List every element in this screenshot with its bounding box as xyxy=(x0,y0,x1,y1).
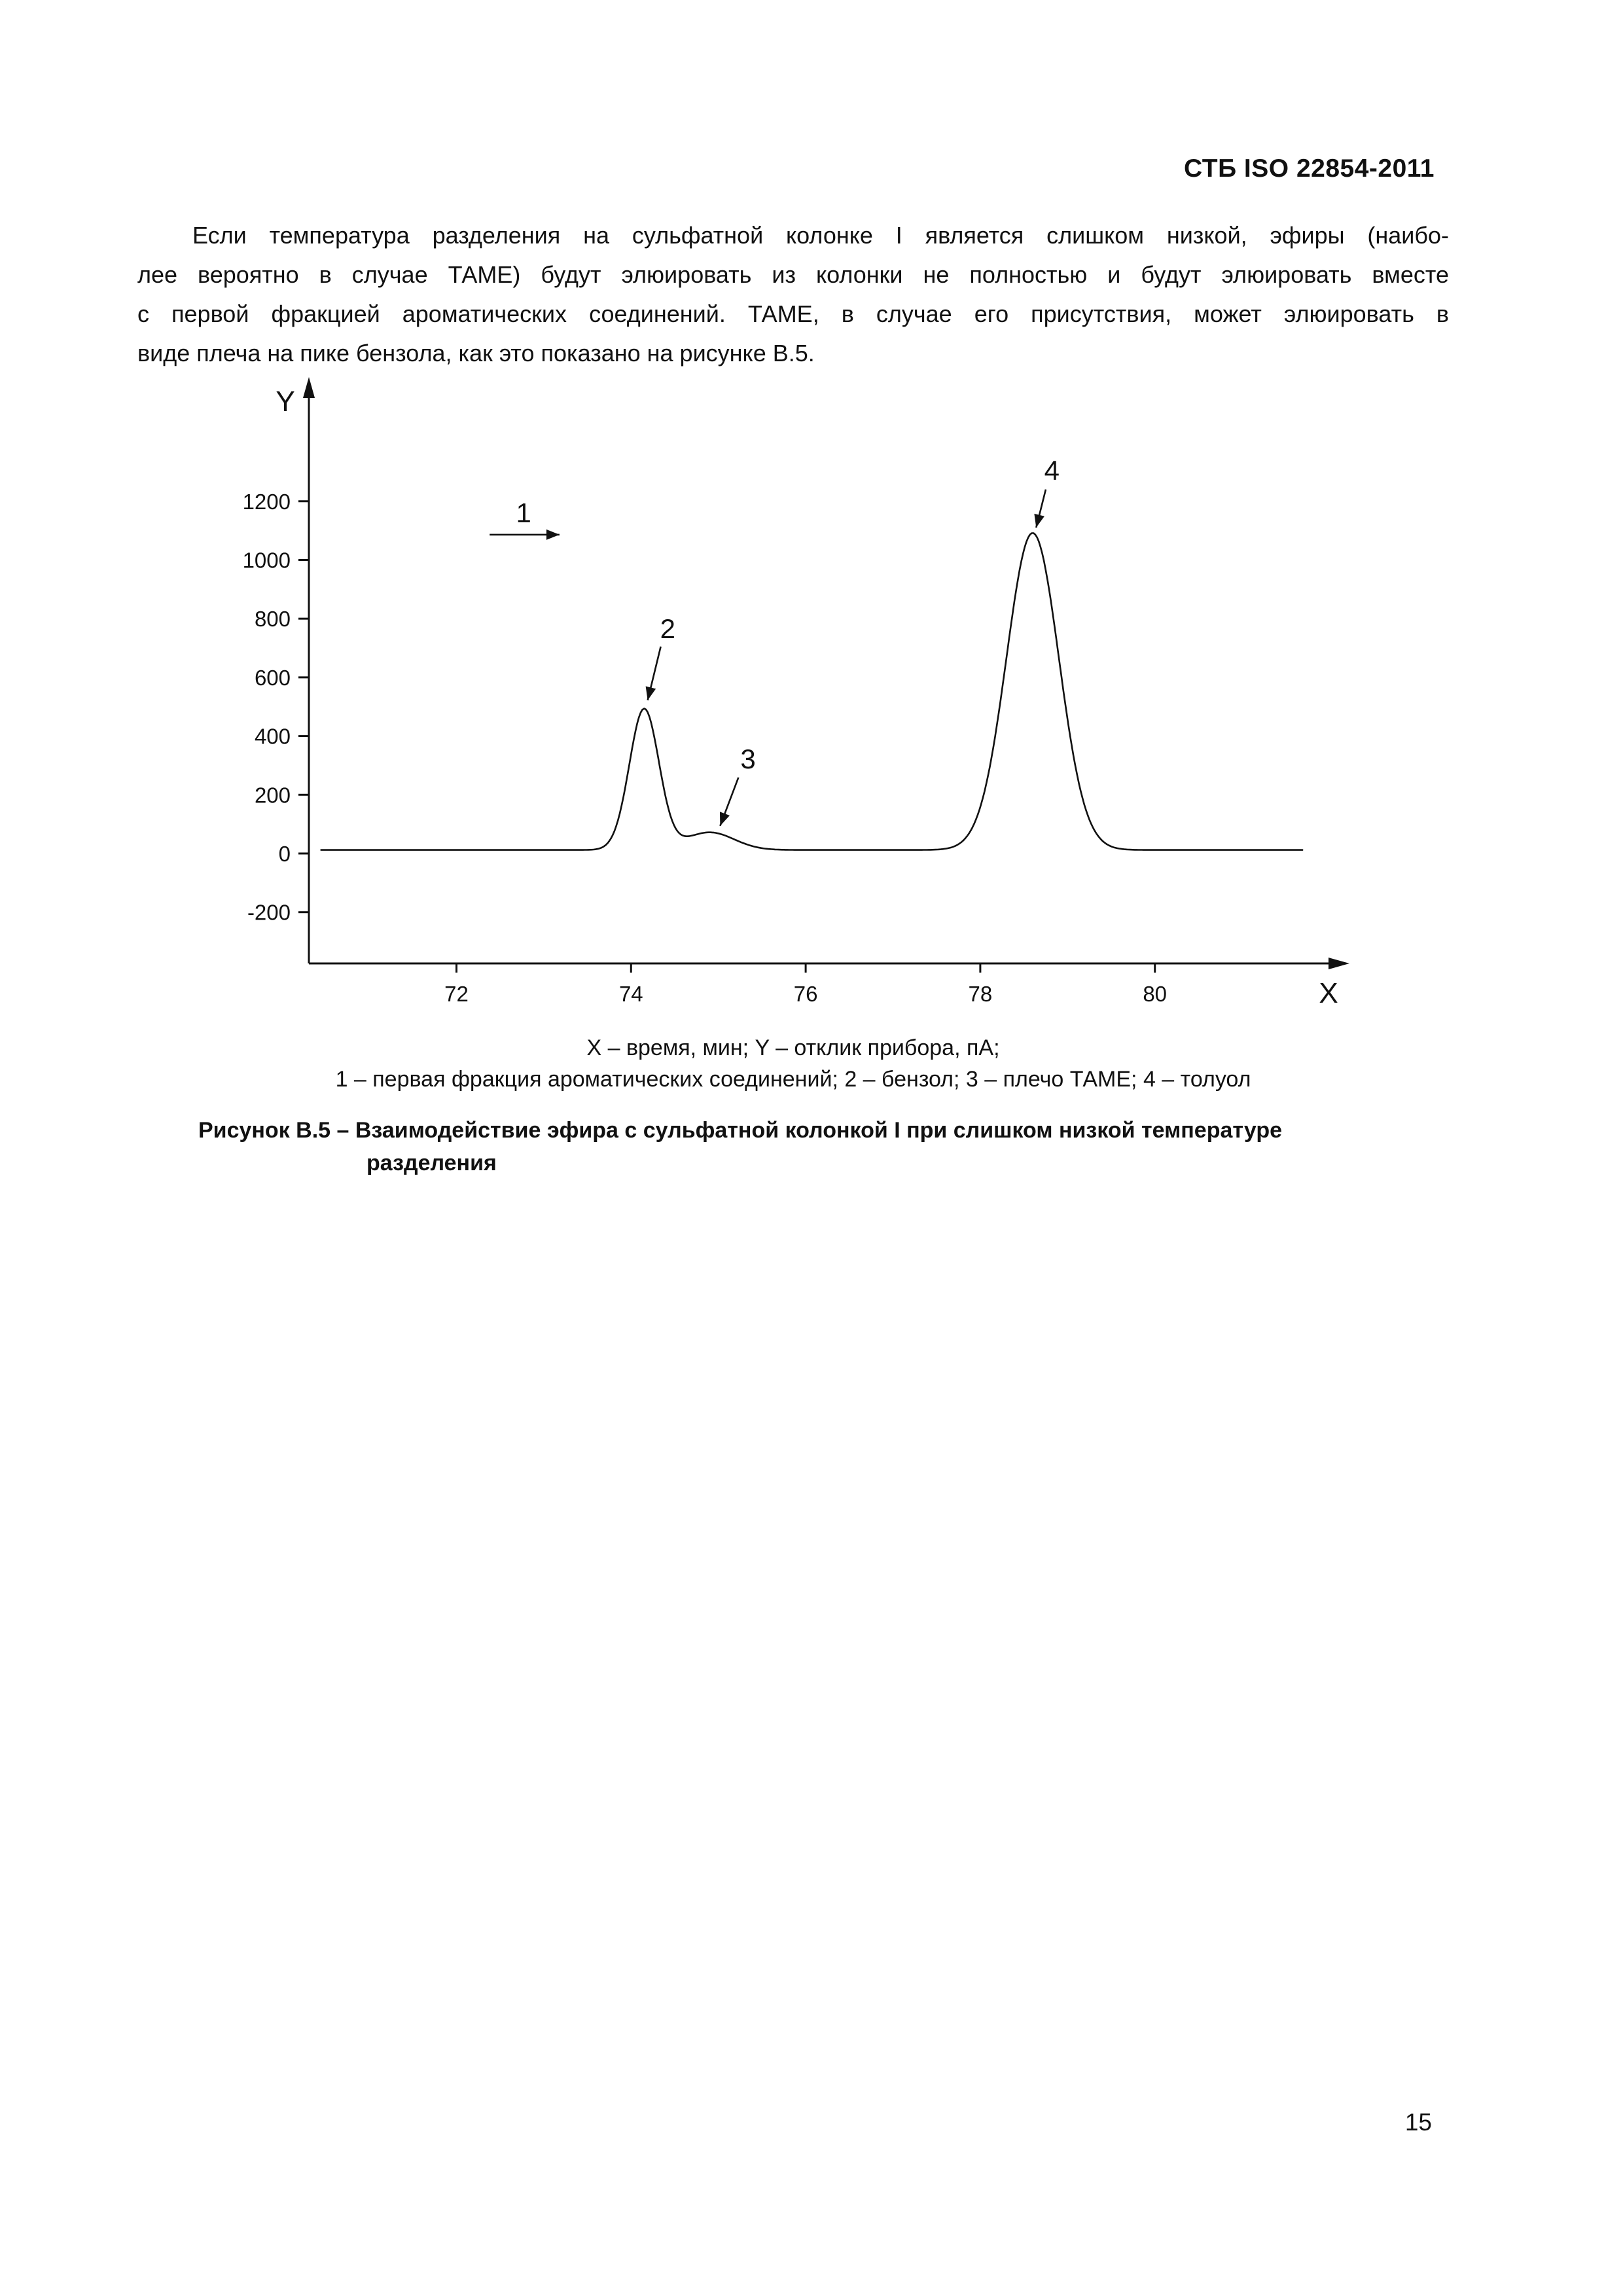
axis-legend: X – время, мин; Y – отклик прибора, пА; xyxy=(586,1035,1000,1060)
figure-caption-line1: Рисунок В.5 – Взаимодействие эфира с сул… xyxy=(198,1118,1283,1143)
figure-caption-line2: разделения xyxy=(366,1151,497,1175)
chart-legend: X – время, мин; Y – отклик прибора, пА; … xyxy=(137,1032,1449,1095)
peak-legend: 1 – первая фракция ароматических соедине… xyxy=(335,1067,1251,1092)
paragraph-line: виде плеча на пике бензола, как это пока… xyxy=(137,340,815,367)
svg-text:1000: 1000 xyxy=(243,548,291,573)
svg-text:0: 0 xyxy=(279,842,291,866)
page-header: СТБ ISO 22854-2011 xyxy=(1184,154,1435,183)
figure-b5: 1200 1000 800 600 400 200 0 -200 72 74 76 78 80 Y X 1 2 3… xyxy=(243,373,1361,1034)
peak-annotation-3: 3 xyxy=(740,744,755,774)
body-paragraph: Если температура разделения на сульфатно… xyxy=(137,216,1449,373)
paragraph-line: лее вероятно в случае ТАМЕ) будут элюиро… xyxy=(137,261,1449,288)
standard-number: СТБ ISO 22854-2011 xyxy=(1184,154,1435,183)
svg-text:400: 400 xyxy=(255,725,291,749)
svg-text:76: 76 xyxy=(794,982,818,1006)
page-number: 15 xyxy=(1404,2109,1432,2136)
svg-text:78: 78 xyxy=(969,982,993,1006)
chromatogram-chart: 1200 1000 800 600 400 200 0 -200 72 74 76 78 80 Y X 1 2 3… xyxy=(243,377,1349,1009)
chromatogram-trace xyxy=(320,532,1304,851)
svg-text:80: 80 xyxy=(1143,982,1167,1006)
annotation-arrow-4 xyxy=(1034,489,1047,528)
peak-annotation-1: 1 xyxy=(516,497,531,528)
svg-text:72: 72 xyxy=(444,982,469,1006)
paragraph-line: Если температура разделения на сульфатно… xyxy=(192,222,1449,249)
annotation-arrow-2 xyxy=(645,646,662,701)
svg-text:200: 200 xyxy=(255,783,291,807)
svg-text:1200: 1200 xyxy=(243,490,291,514)
figure-caption: Рисунок В.5 – Взаимодействие эфира с сул… xyxy=(198,1114,1442,1179)
paragraph-line: с первой фракцией ароматических соединен… xyxy=(137,300,1449,327)
svg-text:-200: -200 xyxy=(247,901,291,925)
annotation-arrow-3 xyxy=(719,777,740,827)
y-axis-label: Y xyxy=(276,386,294,418)
svg-text:800: 800 xyxy=(255,607,291,631)
peak-annotation-4: 4 xyxy=(1044,455,1060,486)
peak-annotation-2: 2 xyxy=(660,613,675,644)
svg-text:600: 600 xyxy=(255,666,291,690)
x-axis-label: X xyxy=(1319,977,1338,1009)
svg-text:74: 74 xyxy=(619,982,643,1006)
